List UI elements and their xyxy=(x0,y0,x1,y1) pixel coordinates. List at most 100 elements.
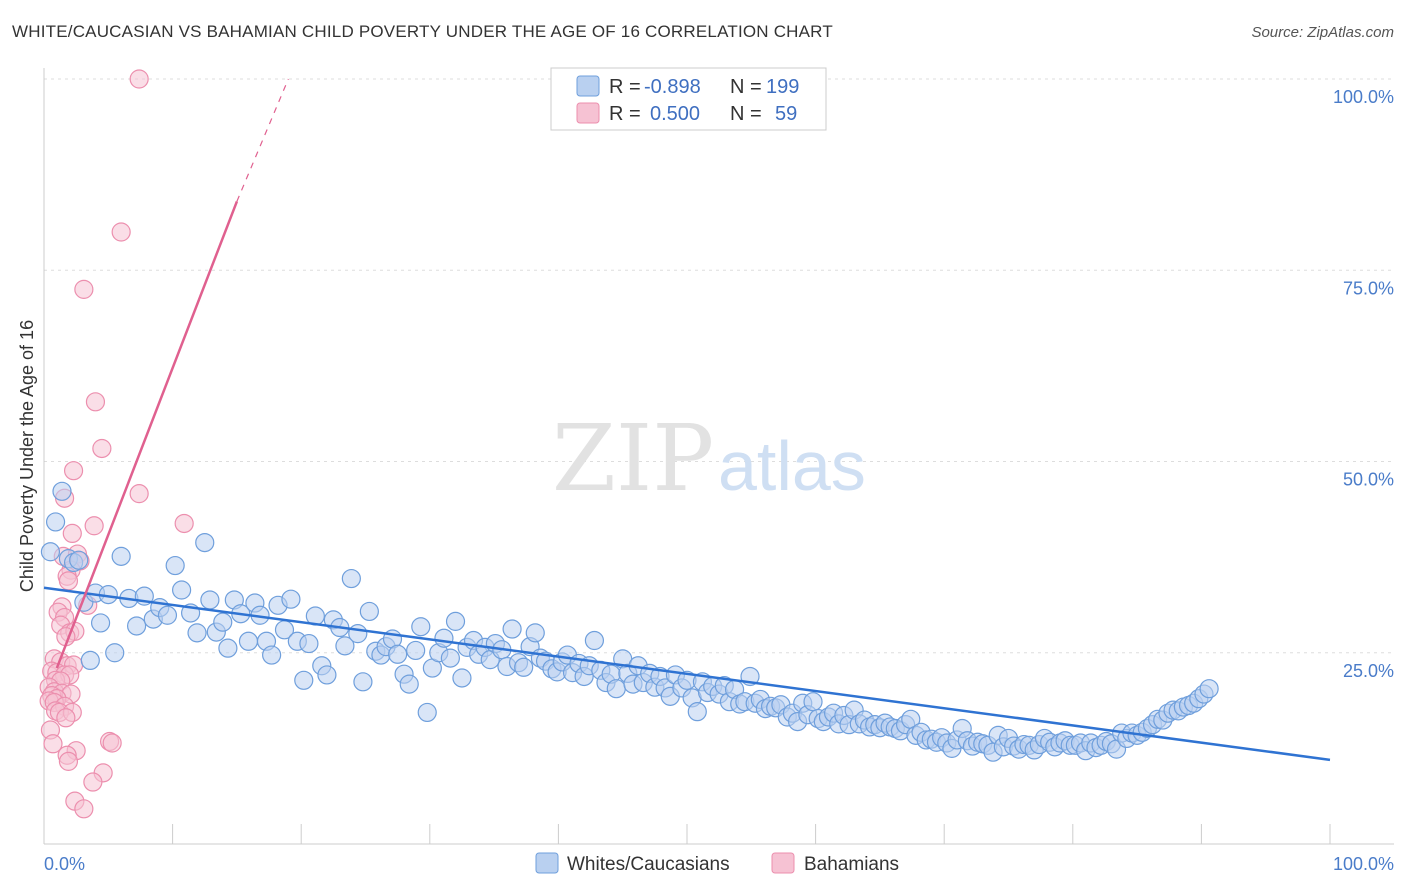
whites-point xyxy=(200,590,220,610)
trend-lines xyxy=(43,78,1331,762)
bahamians-point xyxy=(85,392,106,412)
bahamians-point xyxy=(129,69,149,89)
correlation-legend: R = -0.898 N = 199 R = 0.500 N = 59 xyxy=(550,67,827,131)
legend-swatch-blue xyxy=(576,75,600,97)
bahamians-point xyxy=(58,571,79,591)
whites-point xyxy=(452,668,472,688)
bahamians-point xyxy=(102,733,122,753)
bahamians-trend-line-extension xyxy=(236,78,289,202)
whites-point xyxy=(69,550,89,570)
bahamians-trend-line xyxy=(55,200,239,669)
series-label-bahamians: Bahamians xyxy=(804,854,899,875)
whites-point xyxy=(348,624,368,644)
whites-point xyxy=(502,619,522,639)
bahamians-point xyxy=(74,279,94,299)
whites-points xyxy=(40,481,1219,762)
y-axis-title: Child Poverty Under the Age of 16 xyxy=(17,320,37,592)
whites-point xyxy=(399,674,419,694)
legend-r-label: R = xyxy=(609,76,641,98)
series-legend: Whites/Caucasians Bahamians xyxy=(535,852,899,875)
whites-point xyxy=(111,546,131,566)
whites-point xyxy=(126,616,147,636)
whites-point xyxy=(417,702,437,723)
y-tick-label: 50.0% xyxy=(1343,470,1394,490)
watermark: ZIP atlas xyxy=(552,405,866,512)
gridlines xyxy=(44,78,1394,654)
bahamians-point xyxy=(43,734,63,754)
whites-point xyxy=(514,657,534,677)
x-tick-label: 100.0% xyxy=(1333,854,1394,874)
whites-point xyxy=(584,630,605,651)
y-tick-label: 75.0% xyxy=(1343,278,1394,298)
bahamians-point xyxy=(111,222,131,242)
whites-point xyxy=(294,670,314,690)
whites-point xyxy=(341,568,361,589)
bahamians-points xyxy=(39,69,194,819)
bahamians-point xyxy=(74,799,94,819)
whites-point xyxy=(388,644,408,664)
whites-point xyxy=(195,532,215,553)
bahamians-point xyxy=(129,484,149,504)
series-swatch-whites xyxy=(535,852,559,874)
series-swatch-bahamians xyxy=(771,852,795,874)
whites-point xyxy=(105,643,125,663)
whites-point xyxy=(262,645,282,665)
whites-point xyxy=(80,650,100,671)
whites-point xyxy=(803,692,823,712)
whites-point xyxy=(299,633,319,654)
legend-n-value-blue: 199 xyxy=(766,76,799,98)
bahamians-point xyxy=(83,772,103,792)
whites-point xyxy=(335,636,355,656)
whites-point xyxy=(187,623,207,643)
watermark-atlas: atlas xyxy=(718,427,866,505)
whites-point xyxy=(52,481,72,501)
bahamians-point xyxy=(84,516,104,536)
axes xyxy=(43,68,1394,845)
whites-point xyxy=(445,611,466,631)
bahamians-point xyxy=(63,461,84,481)
bahamians-point xyxy=(56,708,76,728)
whites-point xyxy=(1199,679,1219,699)
chart-title: WHITE/CAUCASIAN VS BAHAMIAN CHILD POVERT… xyxy=(12,22,833,41)
whites-point xyxy=(440,648,460,668)
tick-labels: 25.0% 50.0% 75.0% 100.0% 0.0% 100.0% xyxy=(44,87,1394,874)
legend-swatch-pink xyxy=(576,102,600,124)
bahamians-point xyxy=(62,523,82,544)
watermark-zip: ZIP xyxy=(552,405,714,512)
whites-point xyxy=(434,628,454,648)
bahamians-point xyxy=(92,438,112,459)
whites-point xyxy=(606,679,626,699)
legend-n-label: N = xyxy=(730,103,762,125)
whites-point xyxy=(157,605,178,625)
series-label-whites: Whites/Caucasians xyxy=(567,854,730,875)
whites-point xyxy=(90,613,111,633)
bahamians-point xyxy=(174,513,194,534)
whites-point xyxy=(40,542,61,562)
whites-point xyxy=(172,580,192,600)
whites-point xyxy=(165,555,185,576)
legend-n-label: N = xyxy=(730,76,762,98)
whites-point xyxy=(238,631,259,651)
whites-point xyxy=(213,612,233,632)
legend-n-value-pink: 59 xyxy=(775,103,797,125)
whites-point xyxy=(281,589,301,609)
whites-point xyxy=(218,638,238,658)
legend-r-label: R = xyxy=(609,103,641,125)
x-tick-label: 0.0% xyxy=(44,854,85,874)
whites-trend-line xyxy=(43,586,1331,762)
whites-point xyxy=(687,702,707,722)
whites-point xyxy=(45,512,66,532)
whites-point xyxy=(525,623,545,643)
bahamians-point xyxy=(58,751,79,771)
chart-source: Source: ZipAtlas.com xyxy=(1251,24,1394,41)
y-tick-label: 100.0% xyxy=(1333,87,1394,107)
legend-r-value-blue: -0.898 xyxy=(644,76,701,98)
whites-point xyxy=(411,617,431,637)
whites-point xyxy=(353,672,373,692)
y-tick-label: 25.0% xyxy=(1343,661,1394,681)
whites-point xyxy=(406,640,426,661)
whites-point xyxy=(317,665,337,685)
whites-point xyxy=(359,601,379,622)
legend-r-value-pink: 0.500 xyxy=(650,103,700,125)
